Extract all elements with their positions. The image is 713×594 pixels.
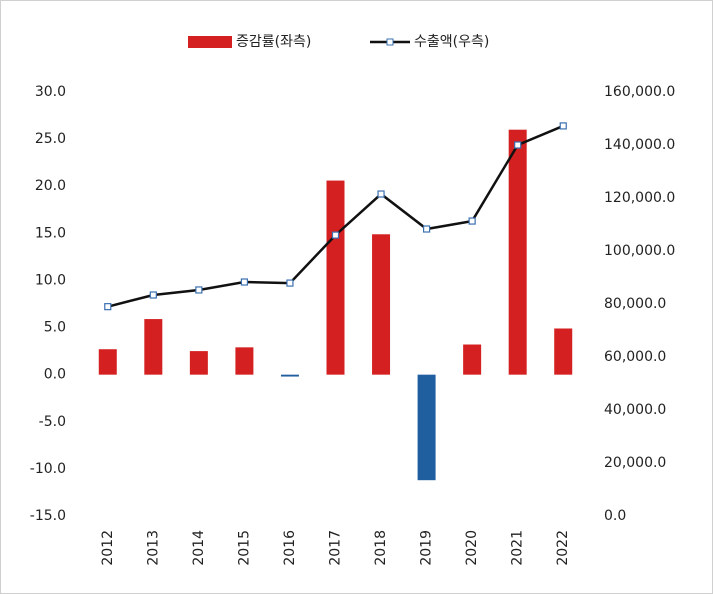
x-tick-label: 2017: [328, 530, 344, 566]
legend-marker: [386, 38, 394, 46]
y-tick-label: 20.0: [35, 178, 66, 194]
y2-tick-label: 100,000.0: [604, 243, 675, 259]
bar: [98, 349, 117, 375]
y-tick-label: 5.0: [44, 320, 66, 336]
marker: [149, 291, 157, 299]
legend-swatch: [188, 36, 232, 48]
y-tick-label: 30.0: [35, 84, 66, 100]
x-tick-label: 2012: [100, 530, 116, 566]
y2-tick-label: 80,000.0: [604, 296, 666, 312]
y-tick-label: 25.0: [35, 131, 66, 147]
y2-tick-label: 60,000.0: [604, 349, 666, 365]
marker: [286, 279, 294, 287]
bar: [417, 374, 436, 481]
bar: [463, 344, 482, 375]
y2-tick-label: 120,000.0: [604, 190, 675, 206]
y-tick-label: 10.0: [35, 272, 66, 288]
x-tick-label: 2014: [191, 530, 207, 566]
marker: [422, 225, 431, 233]
x-tick-label: 2015: [236, 530, 252, 566]
legend-label: 증감률(좌측): [236, 34, 311, 50]
y2-tick-label: 140,000.0: [604, 137, 675, 153]
y2-tick-label: 0.0: [604, 508, 626, 524]
marker: [195, 286, 203, 294]
x-tick-label: 2016: [282, 530, 298, 566]
bar: [189, 351, 208, 375]
x-tick-label: 2022: [555, 530, 571, 566]
bar: [554, 328, 573, 375]
y-tick-label: -5.0: [39, 414, 66, 430]
bar: [326, 180, 345, 375]
marker: [104, 303, 112, 311]
marker: [331, 231, 340, 239]
y-tick-label: -10.0: [30, 461, 66, 477]
x-tick-label: 2020: [464, 530, 480, 566]
marker: [514, 141, 522, 149]
x-tick-label: 2013: [145, 530, 161, 566]
y2-tick-label: 160,000.0: [604, 84, 675, 100]
legend-label: 수출액(우측): [414, 34, 489, 50]
bar: [372, 234, 391, 375]
x-tick-label: 2019: [419, 530, 435, 566]
y2-tick-label: 20,000.0: [604, 455, 666, 471]
marker: [240, 278, 249, 286]
y-tick-label: 15.0: [35, 225, 66, 241]
marker: [559, 122, 567, 130]
x-tick-label: 2021: [510, 530, 526, 566]
y2-tick-label: 40,000.0: [604, 402, 666, 418]
y-tick-label: 0.0: [44, 367, 66, 383]
bar: [235, 347, 254, 375]
marker: [377, 190, 385, 198]
bar: [280, 374, 299, 377]
x-tick-label: 2018: [373, 530, 389, 566]
bar: [144, 319, 163, 375]
marker: [468, 217, 476, 225]
y-tick-label: -15.0: [30, 508, 66, 524]
bar: [508, 129, 527, 375]
